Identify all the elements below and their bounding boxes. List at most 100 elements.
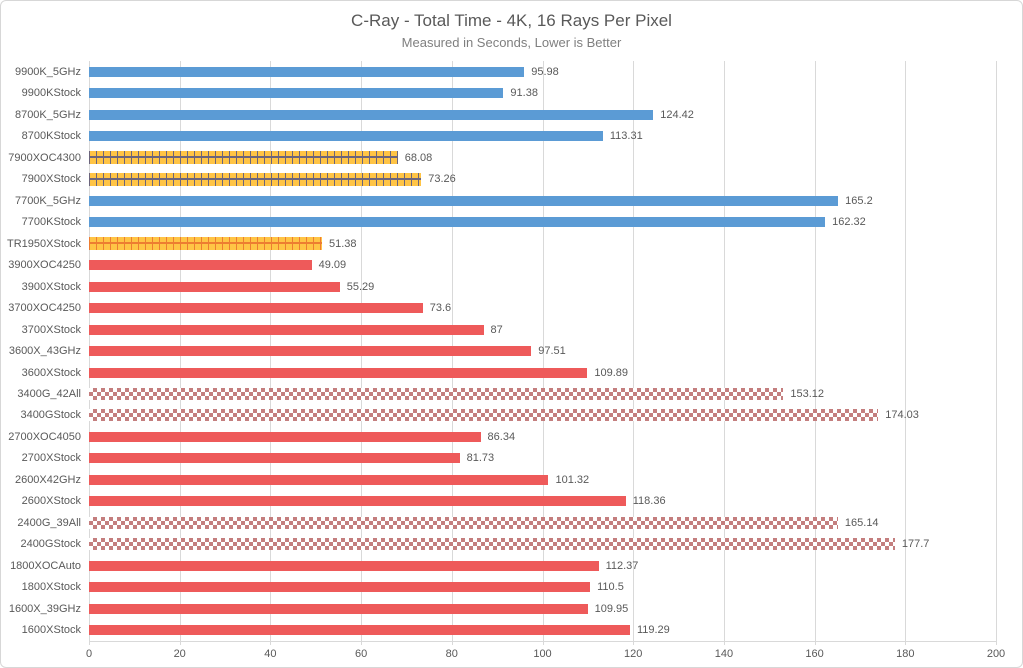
gridline bbox=[814, 61, 816, 641]
category-label: 3900XStock bbox=[21, 280, 81, 293]
bar-track: 101.32 bbox=[89, 469, 996, 490]
category-label: 8700K_5GHz bbox=[14, 108, 81, 121]
bar-row: 1800XOCAuto 112.37 bbox=[1, 555, 996, 576]
value-label: 73.6 bbox=[429, 302, 452, 315]
bar-row: 7900XStock 73.26 bbox=[1, 168, 996, 189]
bar-track: 165.2 bbox=[89, 190, 996, 211]
x-axis-tick bbox=[270, 641, 272, 645]
chart-subtitle: Measured in Seconds, Lower is Better bbox=[401, 35, 622, 50]
bar bbox=[89, 582, 591, 593]
value-label: 97.51 bbox=[538, 345, 566, 358]
value-label: 177.7 bbox=[901, 538, 930, 551]
bar-row: TR1950XStock 51.38 bbox=[1, 233, 996, 254]
value-label: 119.29 bbox=[636, 624, 670, 637]
bar bbox=[89, 388, 784, 400]
value-label: 109.89 bbox=[594, 366, 628, 379]
bar-track: 110.5 bbox=[89, 577, 996, 598]
bar-row: 7900XOC4300 68.08 bbox=[1, 147, 996, 168]
bar-row: 3600X_43GHz 97.51 bbox=[1, 340, 996, 361]
x-axis-tick-label: 40 bbox=[264, 648, 277, 660]
x-axis-tick-label: 120 bbox=[624, 648, 643, 660]
value-label: 110.5 bbox=[597, 581, 624, 594]
x-axis-tick bbox=[89, 641, 90, 645]
bar bbox=[89, 131, 603, 142]
bar bbox=[89, 237, 322, 251]
bar-track: 95.98 bbox=[89, 61, 996, 82]
bar-track: 113.31 bbox=[89, 125, 996, 146]
x-axis-tick bbox=[905, 641, 907, 645]
bar-row: 2600X42GHz 101.32 bbox=[1, 469, 996, 490]
value-label: 95.98 bbox=[531, 65, 559, 78]
chart-title: C-Ray - Total Time - 4K, 16 Rays Per Pix… bbox=[351, 11, 672, 30]
gridline bbox=[723, 61, 725, 641]
bar-track: 49.09 bbox=[89, 254, 996, 275]
bar-row: 3600XStock 109.89 bbox=[1, 362, 996, 383]
bar bbox=[89, 453, 460, 464]
value-label: 153.12 bbox=[790, 388, 825, 400]
bar-track: 81.73 bbox=[89, 448, 996, 469]
value-label: 91.38 bbox=[510, 87, 538, 100]
bar bbox=[89, 538, 895, 551]
value-label: 87 bbox=[490, 323, 503, 336]
category-label: 3700XStock bbox=[21, 323, 81, 336]
bar bbox=[89, 367, 588, 378]
x-axis-tick-label: 100 bbox=[533, 648, 552, 660]
bar-row: 8700K_5GHz 124.42 bbox=[1, 104, 996, 125]
bar-row: 2600XStock 118.36 bbox=[1, 491, 996, 512]
x-axis-tick bbox=[814, 641, 816, 645]
x-axis-tick-label: 60 bbox=[354, 648, 368, 660]
bar-row: 3900XStock 55.29 bbox=[1, 276, 996, 297]
bar-track: 87 bbox=[89, 319, 996, 340]
bar bbox=[89, 560, 599, 571]
bar-track: 109.89 bbox=[89, 362, 996, 383]
bar-row: 1600X_39GHz 109.95 bbox=[1, 598, 996, 619]
bar bbox=[89, 88, 504, 99]
bar-row: 9900K_5GHz 95.98 bbox=[1, 61, 996, 82]
bar bbox=[89, 66, 525, 77]
category-label: 2700XOC4050 bbox=[8, 430, 81, 443]
category-label: 3900XOC4250 bbox=[8, 259, 81, 272]
category-label: 7900XStock bbox=[21, 173, 81, 186]
value-label: 174.03 bbox=[885, 409, 919, 422]
value-label: 86.34 bbox=[487, 430, 516, 443]
bar-row: 3400GStock 174.03 bbox=[1, 405, 996, 426]
bar bbox=[89, 260, 312, 271]
value-label: 112.37 bbox=[605, 559, 639, 572]
bar-row: 1600XStock 119.29 bbox=[1, 620, 996, 641]
bar-row: 9900KStock 91.38 bbox=[1, 82, 996, 103]
value-label: 109.95 bbox=[594, 602, 629, 615]
category-label: 1800XOCAuto bbox=[10, 559, 81, 572]
category-label: 2600XStock bbox=[21, 495, 81, 508]
bar-track: 177.7 bbox=[89, 534, 996, 555]
category-label: 9900K_5GHz bbox=[14, 65, 81, 78]
category-label: 3600X_43GHz bbox=[8, 345, 81, 358]
value-label: 68.08 bbox=[404, 151, 433, 164]
bar bbox=[89, 409, 879, 422]
x-axis-tick bbox=[633, 641, 635, 645]
gridline bbox=[905, 61, 907, 641]
value-label: 162.32 bbox=[832, 216, 866, 229]
bar bbox=[89, 109, 654, 120]
bar bbox=[89, 516, 838, 529]
bar-rows: 9900K_5GHz 95.98 9900KStock 91.38 8700K_5GHz… bbox=[1, 61, 996, 641]
bar bbox=[89, 346, 532, 357]
category-label: 1600X_39GHz bbox=[8, 602, 81, 615]
x-axis-tick bbox=[996, 641, 997, 645]
category-label: 7700K_5GHz bbox=[14, 194, 81, 207]
x-axis-tick bbox=[179, 641, 181, 645]
category-label: 9900KStock bbox=[21, 87, 81, 100]
value-label: 101.32 bbox=[555, 473, 590, 486]
bar-track: 73.26 bbox=[89, 168, 996, 189]
bar-track: 55.29 bbox=[89, 276, 996, 297]
category-label: 3400GStock bbox=[20, 409, 81, 422]
value-label: 51.38 bbox=[329, 237, 357, 250]
bar-row: 7700KStock 162.32 bbox=[1, 211, 996, 232]
bar-track: 97.51 bbox=[89, 340, 996, 361]
category-label: 7700KStock bbox=[21, 216, 81, 229]
category-label: 1800XStock bbox=[21, 581, 81, 594]
bar bbox=[89, 217, 826, 228]
bar bbox=[89, 324, 484, 335]
gridline bbox=[542, 61, 544, 641]
x-axis-tick bbox=[451, 641, 453, 645]
